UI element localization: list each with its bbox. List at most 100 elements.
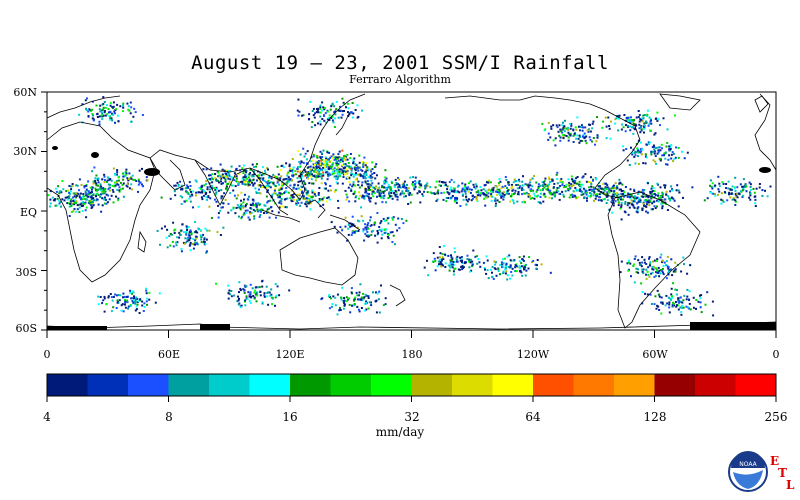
rain-cell (416, 192, 419, 195)
rain-cell (463, 262, 466, 265)
rain-cell (387, 183, 390, 186)
rain-cell (245, 295, 248, 298)
rain-cell (423, 190, 426, 193)
rain-cell (652, 144, 655, 147)
rain-cell (309, 202, 312, 205)
rain-cell (361, 175, 364, 178)
colorbar-swatch (330, 374, 372, 396)
rain-cell (173, 184, 176, 187)
rain-cell (280, 188, 283, 191)
rain-cell (637, 149, 640, 152)
rain-cell (666, 255, 669, 258)
rain-cell (194, 243, 197, 246)
rain-cell (656, 258, 659, 261)
rain-cell (659, 158, 662, 161)
rain-cell (78, 189, 80, 192)
rain-cell (190, 193, 193, 196)
rain-cell (320, 177, 323, 180)
rain-cell (174, 194, 177, 197)
rain-cell (230, 165, 233, 168)
rain-cell (362, 163, 365, 166)
rain-cell (656, 111, 659, 114)
rain-cell (296, 177, 299, 180)
rain-cell (643, 126, 646, 129)
rain-cell (650, 272, 653, 275)
rain-cell (317, 166, 320, 169)
rain-cell (134, 299, 137, 302)
rain-cell (82, 195, 85, 198)
rain-cell (124, 300, 127, 303)
rain-cell (72, 199, 75, 202)
rain-cell (98, 188, 101, 191)
rain-cell (543, 186, 546, 189)
rain-cell (252, 183, 255, 186)
rain-cell (276, 194, 279, 197)
rain-cell (95, 174, 98, 177)
lat-label-60s: 60S (15, 322, 37, 335)
rain-cell (283, 198, 286, 201)
rain-cell (583, 137, 586, 139)
rain-cell (680, 311, 683, 313)
rain-cell (453, 261, 456, 264)
rain-cell (498, 178, 501, 181)
rain-cell (319, 168, 322, 171)
rain-cell (102, 188, 105, 191)
rain-cell (124, 298, 126, 301)
rain-cell (632, 204, 635, 207)
rain-cell (396, 198, 399, 201)
rain-cell (340, 158, 342, 161)
rain-cell (376, 187, 379, 190)
rain-cell (494, 261, 497, 264)
rain-cell (633, 206, 636, 209)
rain-cell (432, 252, 435, 255)
rain-cell (656, 119, 659, 122)
rain-cell (95, 104, 98, 107)
rain-cell (637, 110, 640, 112)
rain-cell (518, 265, 521, 268)
rain-cell (334, 189, 337, 192)
rain-cell (462, 262, 464, 265)
rain-cell (256, 174, 259, 177)
rain-cell (358, 298, 361, 301)
rain-cell (546, 184, 549, 187)
rain-cell (365, 228, 368, 231)
rain-cell (632, 196, 635, 199)
rain-cell (714, 194, 717, 197)
rain-cell (344, 225, 347, 228)
rain-cell (665, 193, 668, 196)
rain-cell (609, 188, 612, 191)
rain-cell (229, 178, 232, 181)
rain-cell (268, 175, 271, 178)
rain-cell (114, 174, 117, 177)
rain-cell (490, 268, 492, 271)
rain-cell (654, 160, 657, 163)
rain-cell (91, 170, 94, 173)
rain-cell (336, 293, 339, 296)
rain-cell (562, 121, 564, 124)
rain-cell (454, 199, 456, 202)
rain-cell (500, 195, 502, 198)
rain-cell (318, 187, 321, 189)
rain-cell (339, 306, 341, 309)
rain-cell (515, 180, 518, 183)
rain-cell (644, 292, 646, 295)
lake-patch-2 (52, 146, 58, 150)
rain-cell (380, 220, 383, 223)
rain-cell (274, 296, 277, 299)
rain-cell (136, 303, 139, 306)
rain-cell (441, 259, 443, 262)
rain-cell (332, 295, 335, 298)
rain-cell (527, 267, 530, 270)
rain-cell (226, 188, 229, 191)
lon-label-60e: 60E (157, 348, 181, 361)
rain-cell (370, 233, 373, 236)
rain-cell (414, 183, 417, 186)
rain-cell (677, 299, 680, 302)
rain-cell (646, 270, 649, 273)
rain-cell (320, 152, 323, 155)
rain-cell (592, 194, 595, 197)
rain-cell (650, 150, 653, 153)
rain-cell (475, 185, 478, 188)
rain-cell (542, 200, 545, 203)
rain-cell (137, 178, 140, 181)
